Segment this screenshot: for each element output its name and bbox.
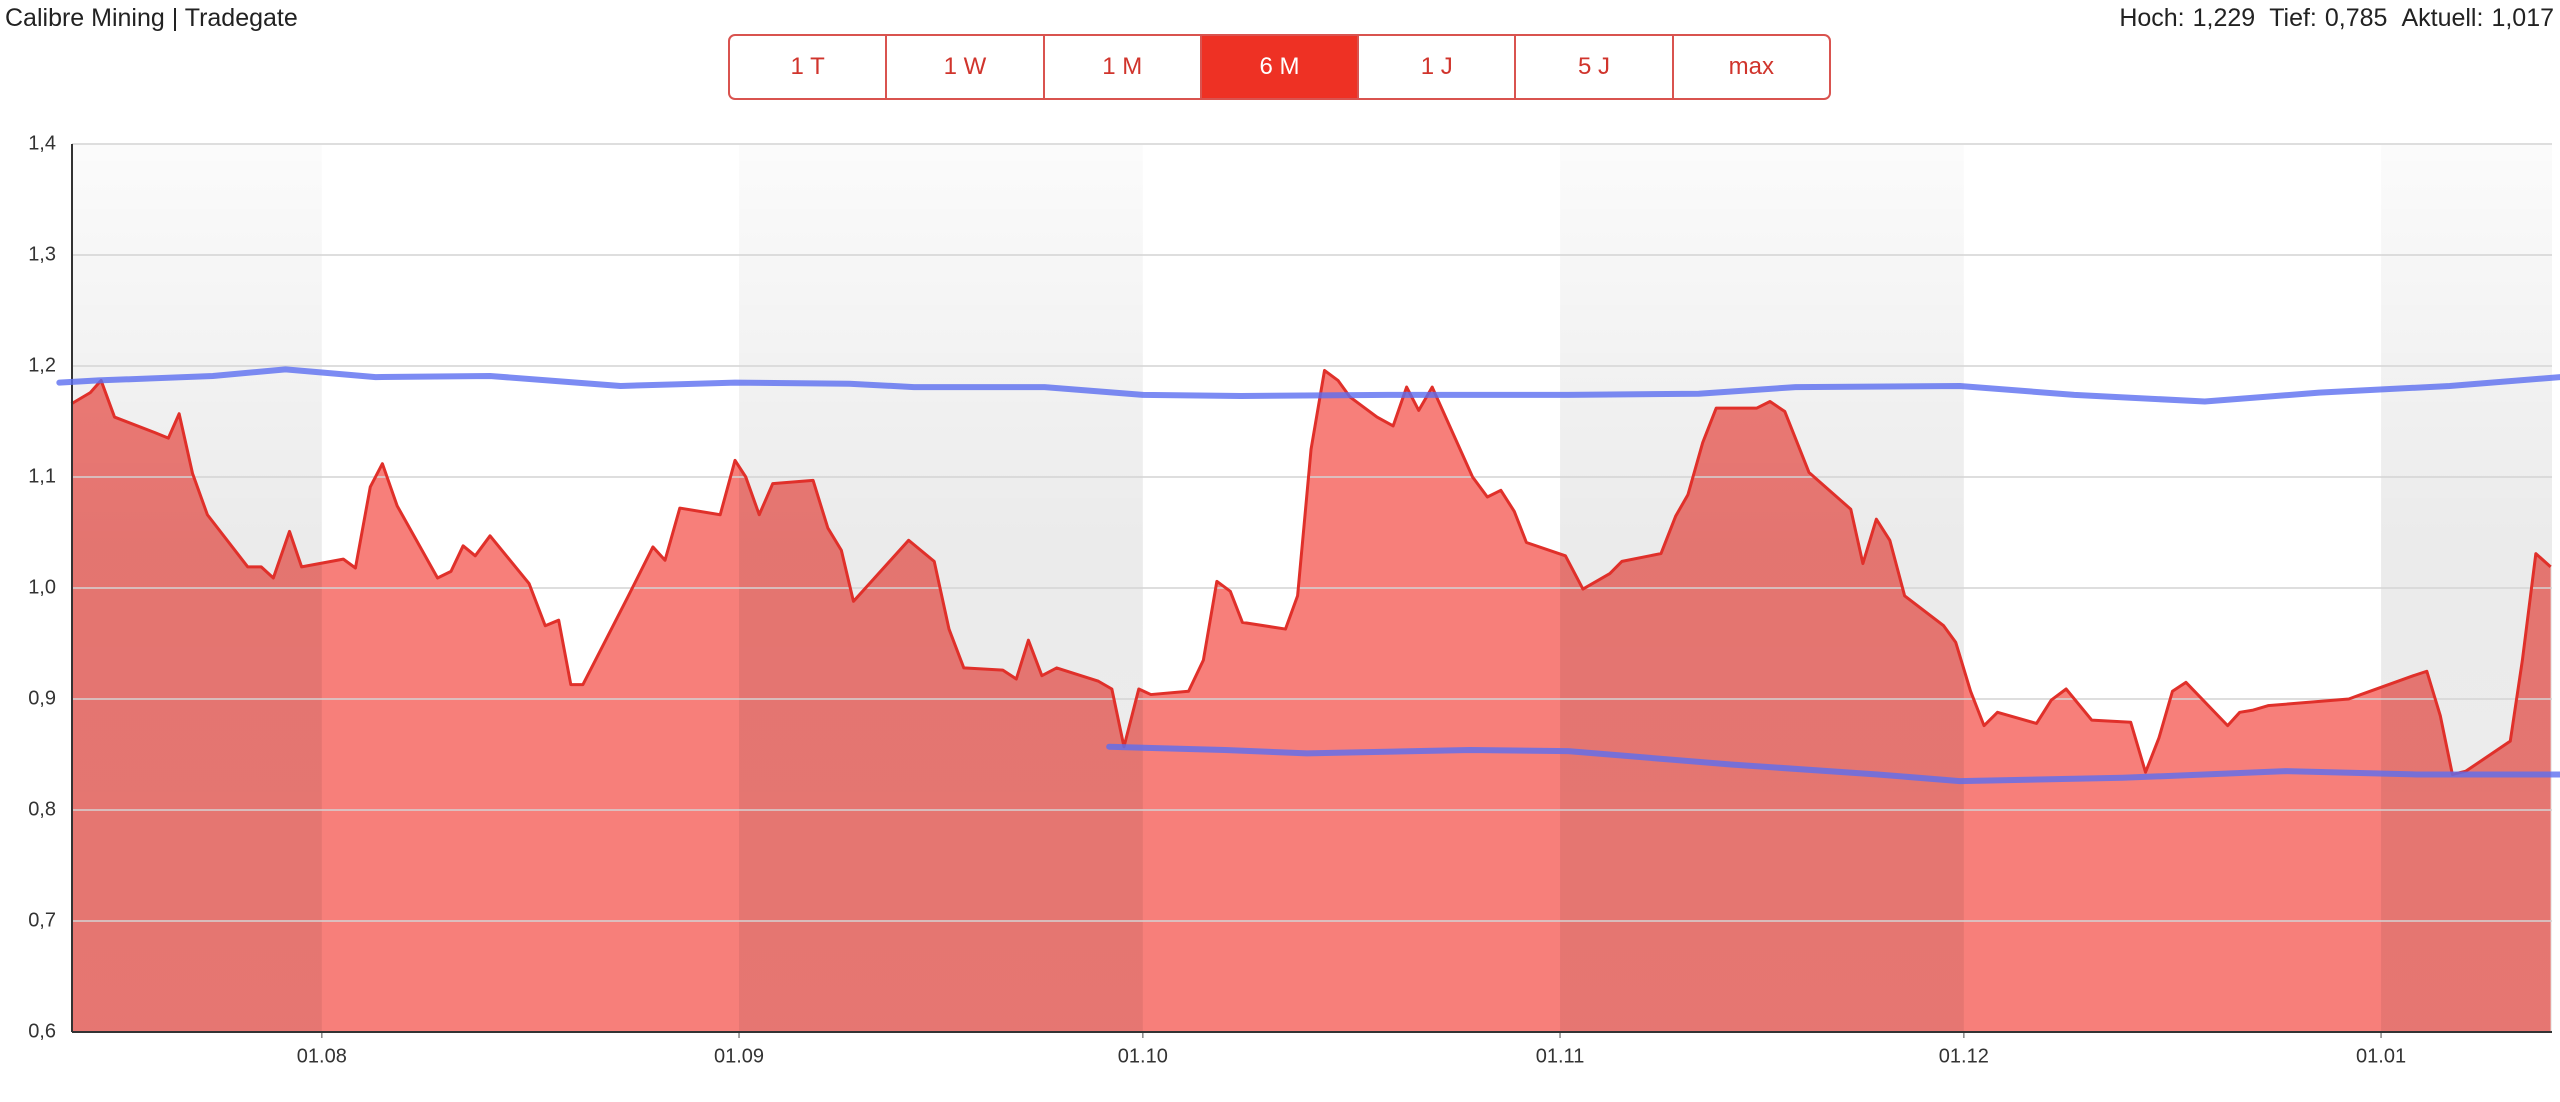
x-tick-label: 01.01 xyxy=(2356,1045,2406,1067)
stat-value: 1,229 xyxy=(2192,4,2256,32)
x-tick-label: 01.08 xyxy=(297,1045,347,1067)
y-tick-label: 1,2 xyxy=(28,354,56,376)
stat-label: Aktuell: xyxy=(2401,4,2484,32)
x-tick-label: 01.12 xyxy=(1939,1045,1989,1067)
y-tick-label: 0,9 xyxy=(28,687,56,709)
area-fill xyxy=(71,370,2551,1032)
x-tick-label: 01.09 xyxy=(714,1045,764,1067)
range-button[interactable]: 1 T xyxy=(730,36,888,98)
y-tick-label: 1,0 xyxy=(28,576,56,598)
range-button[interactable]: 1 W xyxy=(887,36,1045,98)
y-tick-label: 0,8 xyxy=(28,798,56,820)
annotation-line xyxy=(56,366,2560,405)
x-tick-label: 01.11 xyxy=(1536,1045,1585,1067)
stat-value: 0,785 xyxy=(2324,4,2388,32)
stat-value: 1,017 xyxy=(2491,4,2554,32)
x-tick-label: 01.10 xyxy=(1118,1045,1168,1067)
stat-label: Tief: xyxy=(2269,4,2317,32)
range-button[interactable]: 6 M xyxy=(1201,36,1360,98)
range-button[interactable]: 1 M xyxy=(1045,36,1202,98)
y-tick-label: 1,4 xyxy=(28,132,56,154)
range-button[interactable]: 1 J xyxy=(1359,36,1517,98)
y-tick-label: 0,6 xyxy=(28,1020,56,1042)
range-button[interactable]: max xyxy=(1728,53,1774,80)
stats: Hoch: 1,229 Tief: 0,785 Aktuell: 1,017 xyxy=(2119,4,2554,33)
stat-label: Hoch: xyxy=(2119,4,2185,32)
price-line xyxy=(70,368,2552,776)
y-tick-label: 1,1 xyxy=(28,465,56,487)
y-tick-label: 1,3 xyxy=(28,243,56,265)
page-title: Calibre Mining | Tradegate xyxy=(5,4,298,32)
annotation-line xyxy=(1106,743,2560,785)
y-tick-label: 0,7 xyxy=(28,909,56,931)
range-button[interactable]: 5 J xyxy=(1516,36,1674,98)
